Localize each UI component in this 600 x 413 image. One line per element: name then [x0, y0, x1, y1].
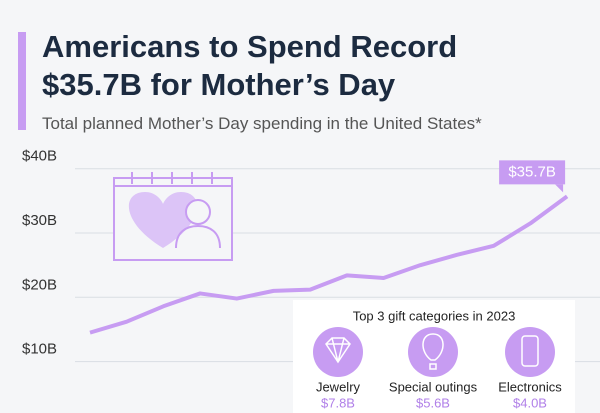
- category-icon: [408, 327, 458, 377]
- value-label-box: [499, 160, 566, 185]
- category-icon: [505, 327, 555, 377]
- value-label-pointer: [555, 184, 564, 193]
- category-value: $5.6B: [416, 395, 450, 410]
- category-icon: [313, 327, 363, 377]
- value-label-text: $35.7B: [508, 163, 556, 180]
- inset-title: Top 3 gift categories in 2023: [353, 308, 516, 323]
- y-tick-label: $40B: [22, 148, 57, 165]
- y-tick-label: $30B: [22, 212, 57, 229]
- category-value: $7.8B: [321, 395, 355, 410]
- title: Americans to Spend Record $35.7B for Mot…: [42, 29, 458, 102]
- line: [89, 194, 569, 335]
- value-label: $35.7B: [499, 160, 566, 193]
- category-name: Special outings: [389, 379, 478, 394]
- category-name: Jewelry: [316, 379, 361, 394]
- accent-bar: [18, 32, 26, 130]
- y-tick-label: $20B: [22, 276, 57, 293]
- subtitle: Total planned Mother’s Day spending in t…: [42, 114, 482, 133]
- calendar-icon: [113, 172, 233, 261]
- category-value: $4.0B: [513, 395, 547, 410]
- jewel-icon: [325, 337, 351, 364]
- phone-icon: [521, 335, 539, 367]
- balloon-icon: [422, 333, 444, 370]
- category-name: Electronics: [498, 379, 562, 394]
- y-tick-label: $10B: [22, 341, 57, 358]
